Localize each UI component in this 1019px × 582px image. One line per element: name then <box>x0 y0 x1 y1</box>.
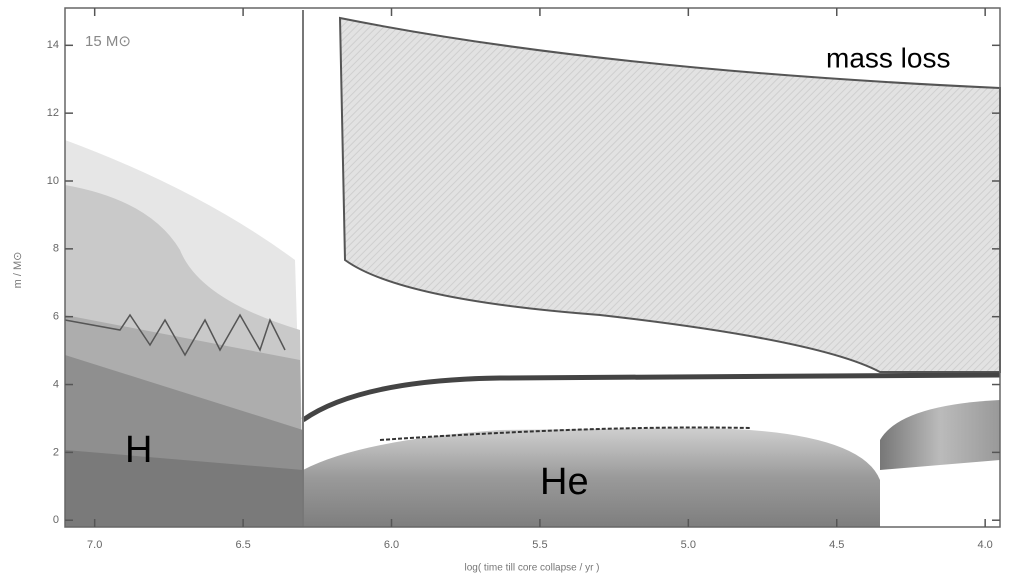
x-tick-label: 6.0 <box>384 539 399 551</box>
y-tick-label: 10 <box>47 175 59 187</box>
y-tick-label: 0 <box>53 514 59 526</box>
x-axis-label: log( time till core collapse / yr ) <box>464 563 599 574</box>
y-tick-label: 6 <box>53 311 59 323</box>
mass-annotation: 15 M⊙ <box>85 33 131 50</box>
h-label: H <box>125 429 152 471</box>
y-tick-label: 2 <box>53 446 59 458</box>
x-tick-label: 5.0 <box>681 539 696 551</box>
y-tick-label: 12 <box>47 107 59 119</box>
x-tick-label: 5.5 <box>532 539 547 551</box>
mass-loss-label: mass loss <box>826 42 950 73</box>
y-tick-label: 4 <box>53 378 59 390</box>
x-tick-label: 4.5 <box>829 539 844 551</box>
x-tick-label: 7.0 <box>87 539 102 551</box>
he-label: He <box>540 461 589 503</box>
y-axis-label: m / M⊙ <box>12 252 24 289</box>
regions <box>64 7 1001 528</box>
y-tick-label: 8 <box>53 243 59 255</box>
x-tick-label: 6.5 <box>235 539 250 551</box>
y-tick-label: 14 <box>47 39 59 51</box>
x-tick-label: 4.0 <box>978 539 993 551</box>
